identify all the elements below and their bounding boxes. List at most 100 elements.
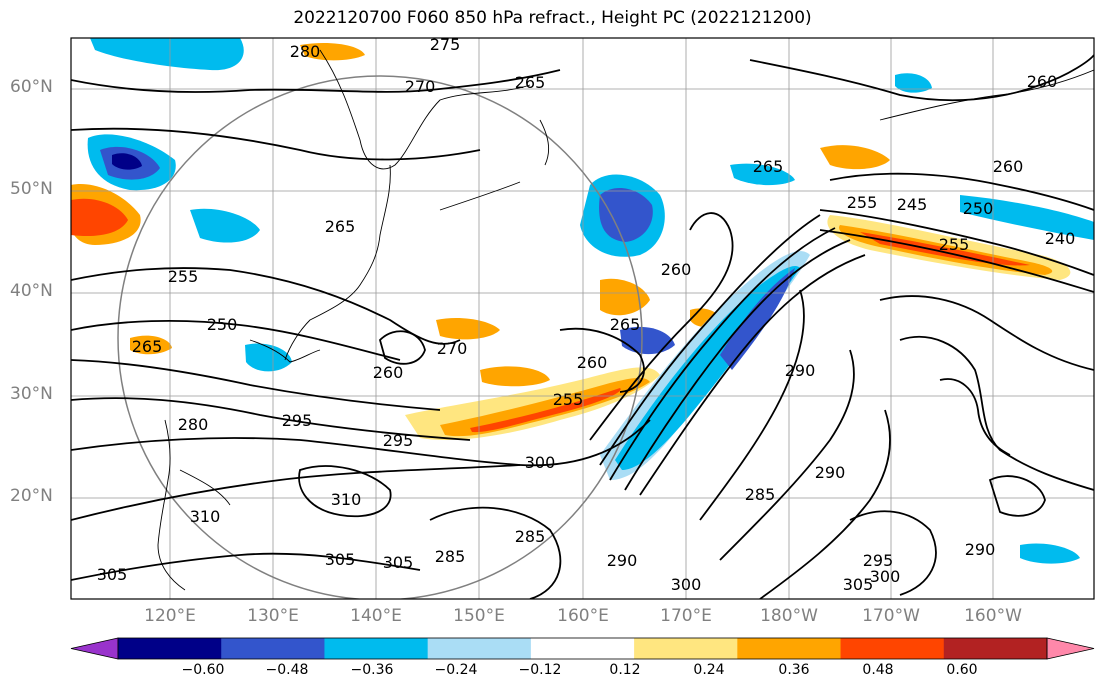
cool-anomaly-mid-west (190, 208, 260, 243)
colorbar-arrow-min (70, 637, 119, 660)
contour-label: 265 (132, 337, 163, 356)
contour-label: 305 (97, 565, 128, 584)
contour-label: 285 (745, 485, 776, 504)
contour-label: 305 (843, 575, 874, 594)
contour-label: 255 (939, 235, 970, 254)
contour-label: 295 (383, 431, 414, 450)
warm-anomaly-patch-1 (600, 278, 650, 316)
lon-label-170w: 170°W (862, 606, 920, 626)
contour-label: 285 (435, 547, 466, 566)
warm-anomaly-patch-6 (130, 335, 172, 355)
lat-label-30n: 30°N (10, 384, 53, 404)
contour-label: 300 (525, 453, 556, 472)
colorbar-segment (634, 638, 738, 659)
warm-anomaly-patch-3 (300, 43, 365, 61)
contour-label: 260 (373, 363, 404, 382)
contour-label: 285 (515, 527, 546, 546)
colorbar-tick-label: 0.36 (778, 662, 810, 678)
lon-label-130e: 130°E (247, 606, 299, 626)
contour-label: 265 (515, 73, 546, 92)
colorbar (70, 637, 1095, 660)
contour-label: 280 (290, 42, 321, 61)
contour-label: 310 (331, 490, 362, 509)
warm-anomaly-patch-4 (480, 366, 550, 387)
colorbar-tick-label: −0.36 (350, 662, 394, 678)
contour-label: 300 (870, 567, 901, 586)
lon-label-160w: 160°W (964, 606, 1022, 626)
colorbar-arrow-max (1046, 637, 1095, 660)
colorbar-segment (530, 638, 635, 659)
colorbar-tick-label: −0.12 (518, 662, 562, 678)
cool-anomaly-patch-2 (620, 326, 675, 355)
cool-anomaly-top-left (90, 38, 244, 71)
contour-label: 260 (993, 157, 1024, 176)
warm-anomaly-jet-core (440, 377, 650, 437)
contour-label: 270 (437, 339, 468, 358)
cool-anomaly-north-core (599, 187, 653, 242)
colorbar-segment (221, 638, 325, 659)
contour-label: 305 (383, 553, 414, 572)
contour-label: 300 (671, 575, 702, 594)
warm-anomaly-patch-2 (820, 145, 890, 170)
cool-anomaly-patch-1 (730, 163, 795, 186)
colorbar-segment (943, 638, 1048, 659)
contour-label: 255 (847, 193, 878, 212)
contour-label: 245 (897, 195, 928, 214)
anomaly-shading (71, 38, 1094, 564)
warm-anomaly-patch-5 (436, 318, 500, 340)
contour-label: 265 (325, 217, 356, 236)
colorbar-tick-label: 0.48 (862, 662, 894, 678)
height-contours (71, 54, 1094, 599)
colorbar-segment (737, 638, 842, 659)
lat-label-50n: 50°N (10, 179, 53, 199)
contour-label: 250 (963, 199, 994, 218)
contour-label: 250 (207, 315, 238, 334)
contour-label: 305 (325, 550, 356, 569)
contour-label: 290 (815, 463, 846, 482)
contour-label: 260 (661, 260, 692, 279)
lon-label-160e: 160°E (557, 606, 609, 626)
map-frame (70, 37, 1095, 600)
contour-label: 265 (610, 315, 641, 334)
lon-label-170e: 170°E (660, 606, 712, 626)
colorbar-tick-label: −0.60 (181, 662, 225, 678)
contour-label: 290 (965, 540, 996, 559)
colorbar-segment (324, 638, 429, 659)
warm-anomaly-west-core (71, 198, 128, 237)
colorbar-tick-label: −0.48 (265, 662, 309, 678)
contour-label: 280 (178, 415, 209, 434)
contour-label: 260 (577, 353, 608, 372)
contour-label: 240 (1045, 229, 1076, 248)
lat-label-20n: 20°N (10, 486, 53, 506)
warm-anomaly-east-inner (860, 232, 1030, 266)
contour-label: 260 (1027, 72, 1058, 91)
colorbar-tick-label: 0.60 (946, 662, 978, 678)
colorbar-segment (118, 638, 222, 659)
contour-label: 290 (607, 551, 638, 570)
lat-label-40n: 40°N (10, 281, 53, 301)
map-title: 2022120700 F060 850 hPa refract., Height… (293, 8, 812, 28)
cool-anomaly-jet-inner (720, 268, 795, 370)
contour-label: 270 (405, 77, 436, 96)
cool-anomaly-ne (960, 195, 1094, 240)
range-circle (117, 75, 643, 599)
lon-label-180w: 180°W (760, 606, 818, 626)
contour-label: 290 (785, 361, 816, 380)
colorbar-outline (117, 637, 1048, 660)
colorbar-tick-label: 0.12 (609, 662, 641, 678)
cool-anomaly-nw-inner (112, 153, 142, 170)
colorbar-tick-label: 0.24 (693, 662, 725, 678)
cool-anomaly-japan (245, 343, 292, 372)
contour-label: 255 (553, 390, 584, 409)
warm-anomaly-jet-inner (470, 388, 621, 433)
coastlines (157, 49, 1094, 591)
colorbar-segment (840, 638, 945, 659)
cool-anomaly-patch-4 (1020, 543, 1080, 564)
contour-label: 265 (753, 157, 784, 176)
colorbar-tick-label: −0.24 (434, 662, 478, 678)
lat-label-60n: 60°N (10, 77, 53, 97)
contour-label: 310 (190, 507, 221, 526)
lon-label-150e: 150°E (453, 606, 505, 626)
